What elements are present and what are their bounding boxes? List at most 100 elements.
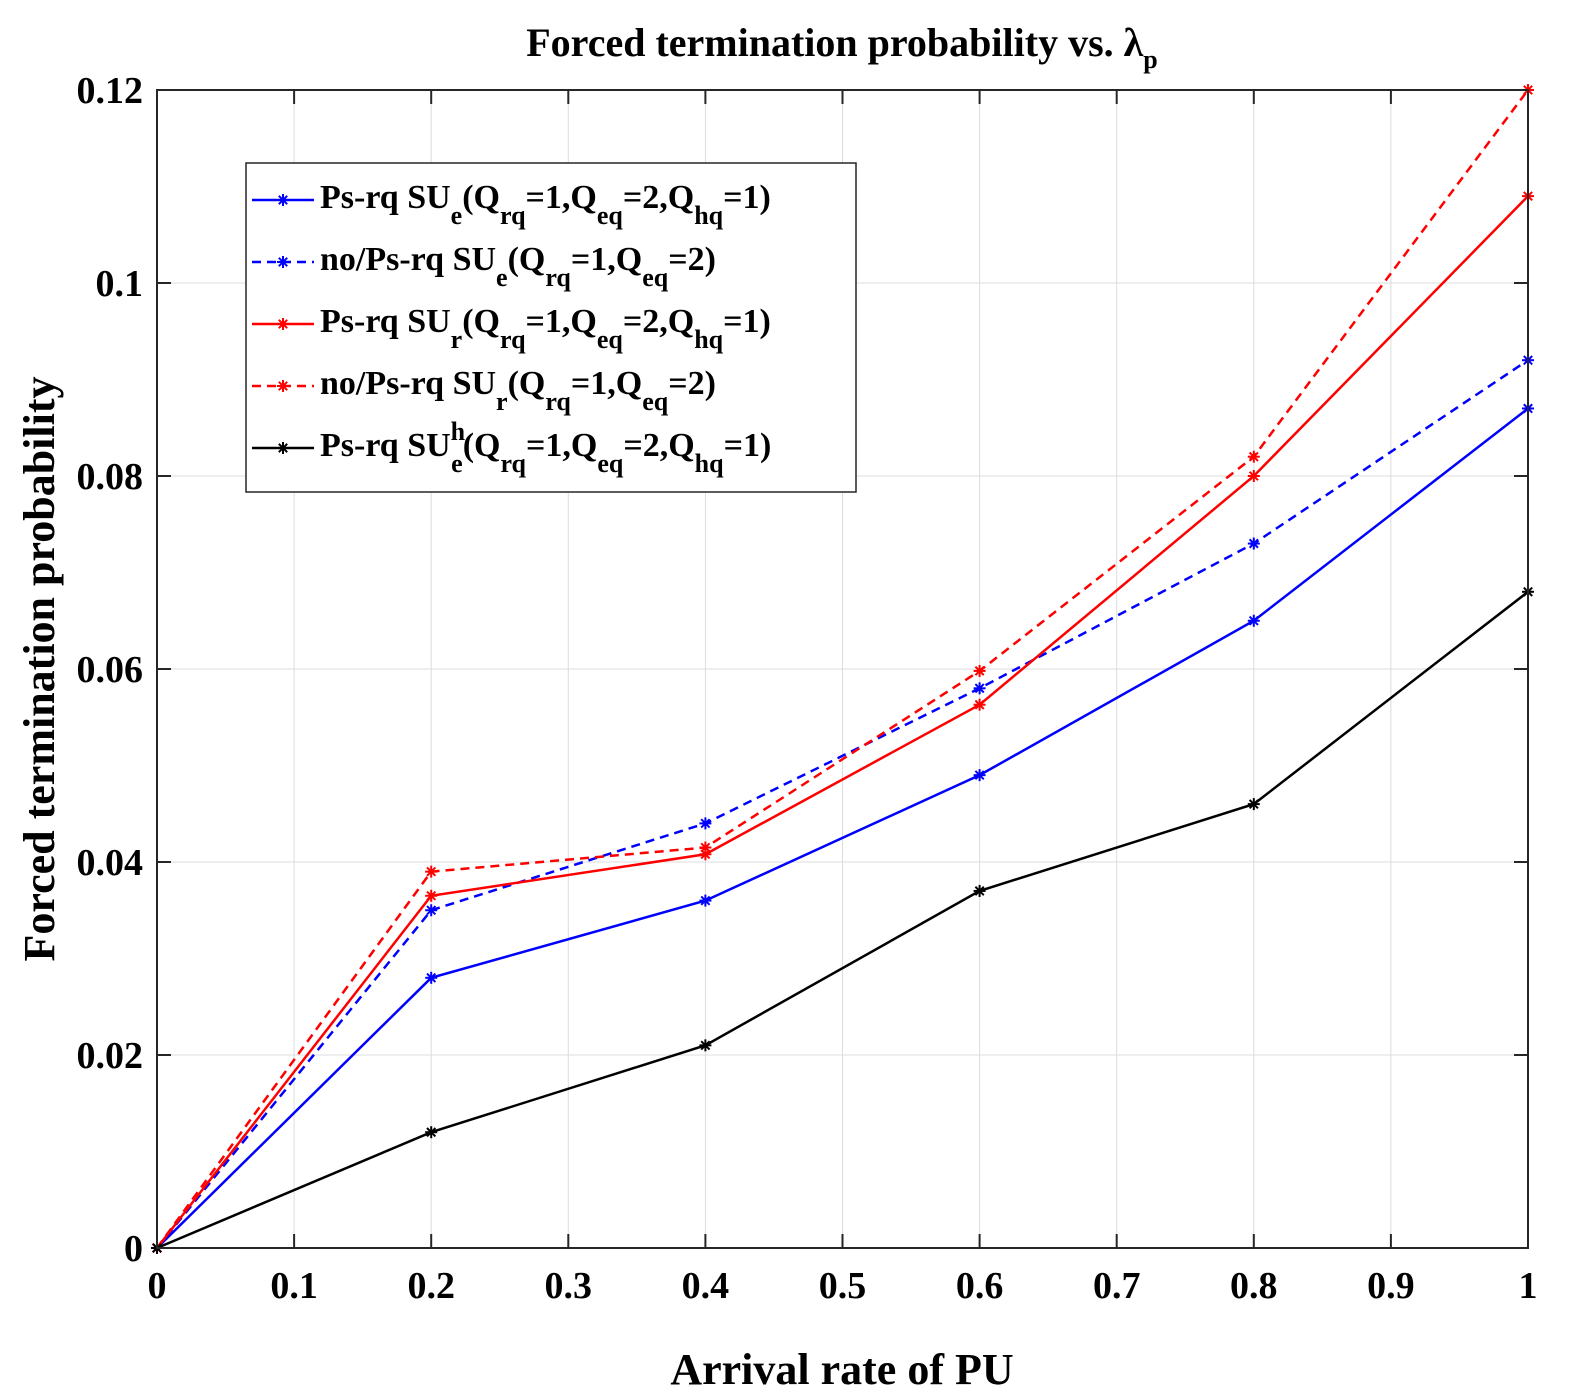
axis-ticks <box>156 89 1529 1249</box>
legend-label-part: no/Ps-rq SU <box>320 365 496 402</box>
legend-label-part: eq <box>642 387 669 416</box>
legend-label-subscript: e <box>451 449 463 478</box>
data-point <box>1247 537 1260 550</box>
series-line <box>156 195 1529 1249</box>
x-tick-label: 0.4 <box>682 1265 730 1307</box>
legend-label-part: =2,Q <box>623 427 694 464</box>
legend-label-part: =1) <box>723 179 771 216</box>
chart-title-main: Forced termination probability vs. λ <box>526 20 1143 65</box>
data-point <box>973 769 986 782</box>
legend-label: Ps-rq SUr(Qrq=1,Qeq=2,Qhq=1) <box>320 303 771 354</box>
legend-label-part: (Q <box>508 365 546 402</box>
data-point <box>425 1126 438 1139</box>
legend-entry: no/Ps-rq SUr(Qrq=1,Qeq=2) <box>252 365 716 416</box>
x-tick-label: 0.6 <box>956 1265 1004 1307</box>
legend-label-part: hq <box>694 325 723 354</box>
y-tick-label: 0.02 <box>77 1035 144 1077</box>
data-point <box>699 1039 712 1052</box>
legend-label: Ps-rq SUe(Qrq=1,Qeq=2,Qhq=1) <box>320 179 771 230</box>
series-3 <box>151 84 1534 1254</box>
legend-label-part: (Q <box>462 303 500 340</box>
legend-label-part: (Q <box>508 241 546 278</box>
legend-label-part: =1,Q <box>571 241 642 278</box>
data-point <box>277 442 289 454</box>
y-tick-label: 0.12 <box>77 70 144 112</box>
data-point <box>425 971 438 984</box>
legend-label-part: =1,Q <box>526 179 597 216</box>
legend-label-part: rq <box>500 325 526 354</box>
x-tick-label: 1 <box>1519 1265 1538 1307</box>
chart-title-subscript: p <box>1143 45 1157 74</box>
legend-label-part: =2) <box>668 365 716 402</box>
y-tick-label: 0.1 <box>96 263 144 305</box>
legend-entry: no/Ps-rq SUe(Qrq=1,Qeq=2) <box>252 241 716 292</box>
data-point <box>973 682 986 695</box>
legend-label-part: hq <box>695 449 724 478</box>
legend-label-part: eq <box>642 263 669 292</box>
legend-label-part: =1,Q <box>526 303 597 340</box>
data-point <box>277 318 289 330</box>
legend-label-part: r <box>496 387 508 416</box>
legend-label-part: rq <box>500 449 526 478</box>
legend-label-part: no/Ps-rq SU <box>320 241 496 278</box>
data-point <box>699 817 712 830</box>
series-line <box>156 590 1529 1250</box>
x-tick-label: 0 <box>148 1265 167 1307</box>
legend-label-part: =2) <box>668 241 716 278</box>
x-tick-label: 0.3 <box>545 1265 593 1307</box>
legend-entry: Ps-rq SUr(Qrq=1,Qeq=2,Qhq=1) <box>252 303 771 354</box>
legend-label-part: rq <box>545 387 571 416</box>
x-tick-label: 0.7 <box>1093 1265 1141 1307</box>
data-point <box>1247 450 1260 463</box>
legend-label: Ps-rq SUh e(Qrq=1,Qeq=2,Qhq=1) <box>320 417 771 478</box>
legend-label-part: eq <box>597 325 624 354</box>
legend-label-part: hq <box>694 201 723 230</box>
legend-label-part: eq <box>597 201 624 230</box>
data-point <box>277 256 289 268</box>
series-4 <box>151 585 1534 1254</box>
legend-label-part: rq <box>545 263 571 292</box>
legend: Ps-rq SUe(Qrq=1,Qeq=2,Qhq=1)no/Ps-rq SUe… <box>245 162 857 493</box>
x-tick-label: 0.8 <box>1230 1265 1278 1307</box>
legend-label-part: =2,Q <box>623 303 694 340</box>
y-tick-label: 0.04 <box>77 842 144 884</box>
legend-label-part: =1) <box>724 427 772 464</box>
data-point <box>425 865 438 878</box>
legend-label: no/Ps-rq SUr(Qrq=1,Qeq=2) <box>320 365 716 416</box>
data-point <box>699 894 712 907</box>
y-tick-label: 0.08 <box>77 456 144 498</box>
series-line <box>156 407 1529 1249</box>
series-line <box>156 359 1529 1249</box>
data-point <box>277 380 289 392</box>
legend-label-part: e <box>496 263 508 292</box>
legend-label-part: =1) <box>723 303 771 340</box>
chart-title: Forced termination probability vs. λp <box>526 20 1158 74</box>
x-tick-label: 0.9 <box>1367 1265 1415 1307</box>
series-layer <box>151 84 1534 1254</box>
data-point <box>699 841 712 854</box>
series-line <box>155 89 1530 1249</box>
x-axis-label: Arrival rate of PU <box>670 1345 1013 1394</box>
legend-label-part: Ps-rq SU <box>320 427 451 464</box>
x-tick-label: 0.1 <box>270 1265 318 1307</box>
data-point <box>425 889 438 902</box>
data-point <box>973 664 986 677</box>
data-point <box>425 904 438 917</box>
legend-label-part: (Q <box>462 179 500 216</box>
x-tick-label: 0.2 <box>407 1265 455 1307</box>
legend-entry: Ps-rq SUe(Qrq=1,Qeq=2,Qhq=1) <box>252 179 771 230</box>
data-point <box>1247 614 1260 627</box>
legend-label-part: =1,Q <box>571 365 642 402</box>
data-point <box>973 884 986 897</box>
legend-label-part: Ps-rq SU <box>320 179 451 216</box>
legend-label-part: =2,Q <box>623 179 694 216</box>
legend-label-part: eq <box>597 449 624 478</box>
data-point <box>973 698 986 711</box>
y-axis-label: Forced termination probability <box>15 376 64 961</box>
y-tick-label: 0.06 <box>77 649 144 691</box>
legend-label: no/Ps-rq SUe(Qrq=1,Qeq=2) <box>320 241 716 292</box>
legend-label-part: =1,Q <box>526 427 597 464</box>
legend-label-superscript: h <box>451 417 466 446</box>
data-point <box>1247 470 1260 482</box>
